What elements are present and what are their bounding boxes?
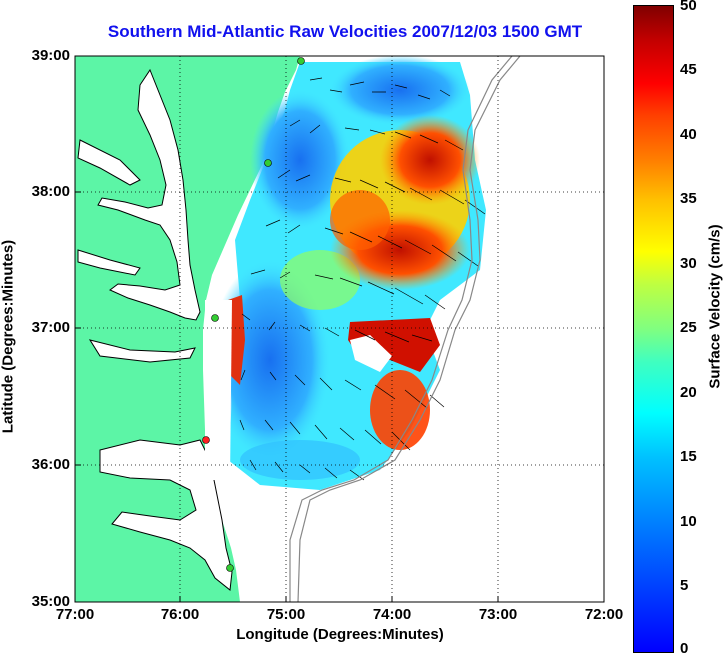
x-tick-label: 75:00 [266, 606, 306, 623]
colorbar-tick: 50 [680, 0, 697, 14]
x-tick-label: 77:00 [55, 606, 95, 623]
colorbar-tick: 0 [680, 640, 689, 657]
colorbar-tick: 15 [680, 448, 697, 465]
x-tick-label: 76:00 [160, 606, 200, 623]
x-tick-label: 73:00 [478, 606, 518, 623]
y-axis-label: Latitude (Degrees:Minutes) [0, 239, 17, 434]
colorbar [633, 5, 674, 653]
colorbar-tick: 25 [680, 319, 697, 336]
grid-lines [75, 56, 604, 602]
bathymetry-contours [289, 56, 521, 602]
colorbar-tick: 35 [680, 190, 697, 207]
station-marker [226, 564, 234, 572]
colorbar-tick: 30 [680, 255, 697, 272]
colorbar-tick: 40 [680, 126, 697, 143]
velocity-vectors [239, 77, 486, 481]
y-tick-label: 35:00 [31, 593, 70, 610]
station-marker [202, 436, 210, 444]
station-marker [264, 159, 272, 167]
x-axis-label: Longitude (Degrees:Minutes) [236, 626, 444, 643]
colorbar-tick: 10 [680, 513, 697, 530]
colorbar-tick: 20 [680, 384, 697, 401]
map-title: Southern Mid-Atlantic Raw Velocities 200… [107, 22, 583, 41]
chesapeake-bay [97, 68, 201, 321]
y-tick-label: 36:00 [31, 456, 70, 473]
x-tick-label: 74:00 [372, 606, 412, 623]
plot-frame [74, 55, 605, 603]
colorbar-label: Surface Velocity (cm/s) [706, 224, 724, 389]
y-tick-label: 38:00 [31, 183, 70, 200]
y-tick-label: 37:00 [31, 319, 70, 336]
x-tick-label: 72:00 [584, 606, 624, 623]
colorbar-tick: 5 [680, 577, 689, 594]
station-marker [211, 314, 219, 322]
velocity-field [205, 56, 486, 490]
y-tick-label: 39:00 [31, 47, 70, 64]
colorbar-tick: 45 [680, 61, 697, 78]
station-marker [297, 57, 305, 65]
